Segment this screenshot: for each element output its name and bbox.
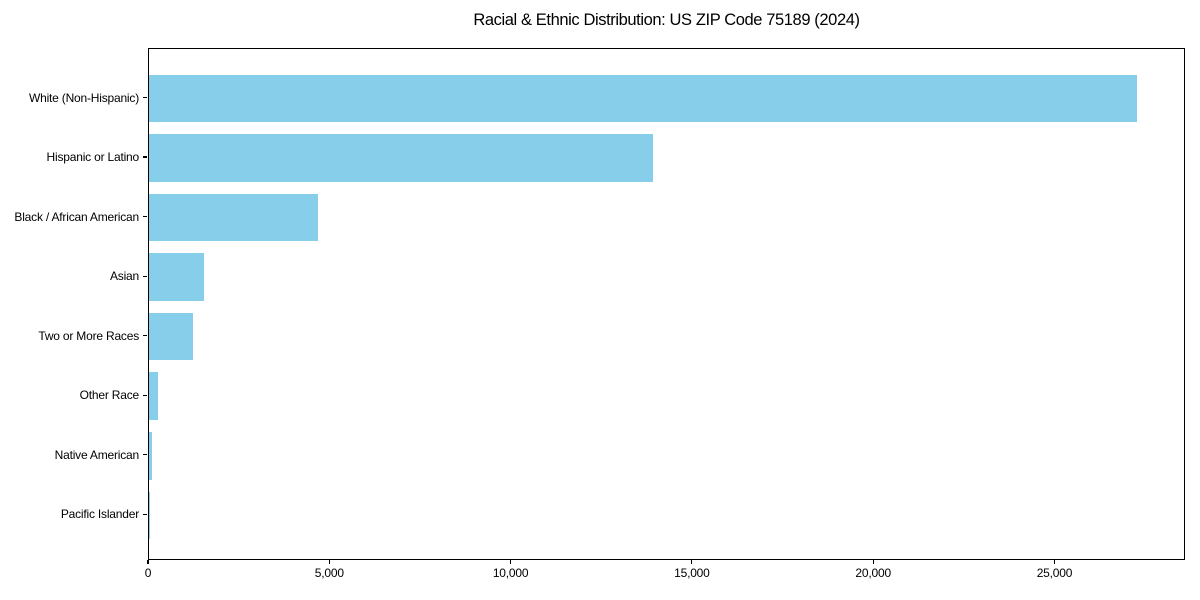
y-axis-label: White (Non-Hispanic) [28, 90, 139, 105]
x-tick-mark [872, 560, 874, 564]
x-tick-mark [328, 560, 330, 564]
plot-area [148, 48, 1185, 560]
bar-two-or-more-races [149, 312, 193, 361]
y-axis-label: Black / African American [14, 209, 139, 224]
bar-black-african-american [149, 193, 318, 242]
y-axis-label: Two or More Races [38, 328, 139, 343]
y-axis-label: Other Race [79, 388, 140, 403]
bar-white-non-hispanic [149, 74, 1138, 123]
y-tick-mark [143, 216, 147, 218]
x-axis-tick-label: 0 [144, 566, 152, 580]
x-tick-mark [147, 560, 149, 564]
x-axis-tick-label: 5,000 [314, 566, 344, 580]
x-tick-mark [691, 560, 693, 564]
y-tick-mark [143, 275, 147, 277]
y-tick-mark [143, 513, 147, 515]
y-axis-label: Asian [109, 269, 139, 284]
bar-other-race [149, 372, 159, 421]
y-axis-label: Pacific Islander [60, 507, 139, 522]
y-tick-mark [143, 394, 147, 396]
x-axis-tick-label: 25,000 [1036, 566, 1073, 580]
chart-title: Racial & Ethnic Distribution: US ZIP Cod… [473, 11, 860, 29]
bar-native-american [149, 432, 152, 480]
x-axis-tick-label: 20,000 [855, 566, 891, 580]
x-tick-mark [509, 560, 512, 564]
bar-hispanic-or-latino [149, 134, 653, 182]
y-tick-mark [143, 335, 147, 337]
y-axis-label: Hispanic or Latino [46, 150, 140, 165]
x-axis-tick-label: 10,000 [492, 566, 529, 580]
y-tick-mark [143, 96, 147, 99]
y-tick-mark [143, 156, 147, 158]
bar-asian [149, 253, 205, 301]
y-tick-mark [143, 454, 147, 456]
x-tick-mark [1053, 560, 1056, 564]
y-axis-label: Native American [54, 447, 140, 462]
x-axis-tick-label: 15,000 [674, 566, 710, 580]
